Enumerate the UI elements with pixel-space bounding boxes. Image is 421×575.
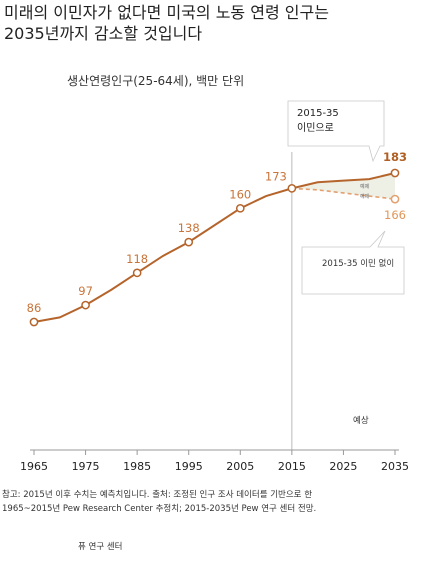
- data-point-2015-173: [287, 184, 297, 193]
- chart-title-line-1: 미래의 이민자가 없다면 미국의 노동 연령 인구는: [4, 3, 329, 22]
- series-points: [29, 168, 400, 327]
- callout-with-immigration-box: [287, 100, 385, 163]
- series-lines: [33, 172, 396, 323]
- x-tick-label-2025: 2025: [329, 460, 357, 473]
- data-point-1995-138: [184, 237, 194, 247]
- x-tick-label-1985: 1985: [123, 460, 151, 473]
- chart-note: 참고: 2015년 이후 수치는 예측치입니다. 출처: 조정된 인구 조사 데…: [2, 488, 412, 516]
- data-labels: 86 97 118 138 160 173 183 166: [27, 150, 407, 315]
- data-point-1985-118: [132, 268, 142, 278]
- data-label-1975-97: 97: [78, 284, 93, 298]
- chart-title: 미래의 이민자가 없다면 미국의 노동 연령 인구는 2035년까지 감소할 것…: [4, 2, 414, 44]
- series-line-without-immigration: [291, 187, 396, 200]
- data-label-1995-138: 138: [178, 221, 200, 235]
- x-tick-label-2035: 2035: [381, 460, 409, 473]
- chart-note-line-1: 참고: 2015년 이후 수치는 예측치입니다. 출처: 조정된 인구 조사 데…: [2, 490, 313, 500]
- band-mini-label-2: 예제: [360, 193, 370, 200]
- x-tick-label-1965: 1965: [20, 460, 48, 473]
- x-tick-label-2015: 2015: [278, 460, 306, 473]
- data-point-2035-166: [390, 194, 400, 204]
- projection-label: 예상: [353, 415, 369, 426]
- callout-without-immigration: 2015-35 이민 없이: [301, 230, 405, 295]
- data-point-2005-160: [235, 203, 245, 213]
- data-label-2005-160: 160: [229, 187, 251, 201]
- chart-note-line-2: 1965~2015년 Pew Research Center 추정치; 2015…: [2, 504, 317, 514]
- series-line-with-immigration: [291, 172, 396, 190]
- x-tick-label-1995: 1995: [175, 460, 203, 473]
- chart-title-line-2: 2035년까지 감소할 것입니다: [4, 24, 203, 43]
- chart-source: 퓨 연구 센터: [78, 542, 123, 552]
- chart-subtitle: 생산연령인구(25-64세), 백만 단위: [67, 74, 245, 88]
- data-label-2035-183: 183: [383, 150, 407, 164]
- data-point-1975-97: [81, 300, 90, 310]
- data-point-1965-86: [29, 317, 39, 327]
- data-label-1965-86: 86: [27, 301, 42, 315]
- data-label-1985-118: 118: [126, 252, 148, 266]
- x-tick-label-2005: 2005: [226, 460, 254, 473]
- callout-without-immigration-text: 2015-35 이민 없이: [322, 258, 394, 269]
- data-point-2035-183: [390, 168, 400, 178]
- x-axis: 1965 1975 1985 1995 2005 2015 2025 2035: [20, 152, 409, 473]
- series-line-historical: [33, 187, 293, 323]
- x-tick-label-1975: 1975: [72, 460, 100, 473]
- data-label-2035-166: 166: [384, 208, 406, 222]
- callout-with-immigration: 2015-35 이민으로: [287, 100, 385, 163]
- callout-without-immigration-box: [301, 230, 405, 295]
- callout-with-immigration-line-2: 이민으로: [297, 122, 334, 134]
- callout-with-immigration-line-1: 2015-35: [297, 108, 339, 119]
- band-mini-label-1: 예제: [360, 183, 370, 190]
- data-label-2015-173: 173: [265, 169, 287, 183]
